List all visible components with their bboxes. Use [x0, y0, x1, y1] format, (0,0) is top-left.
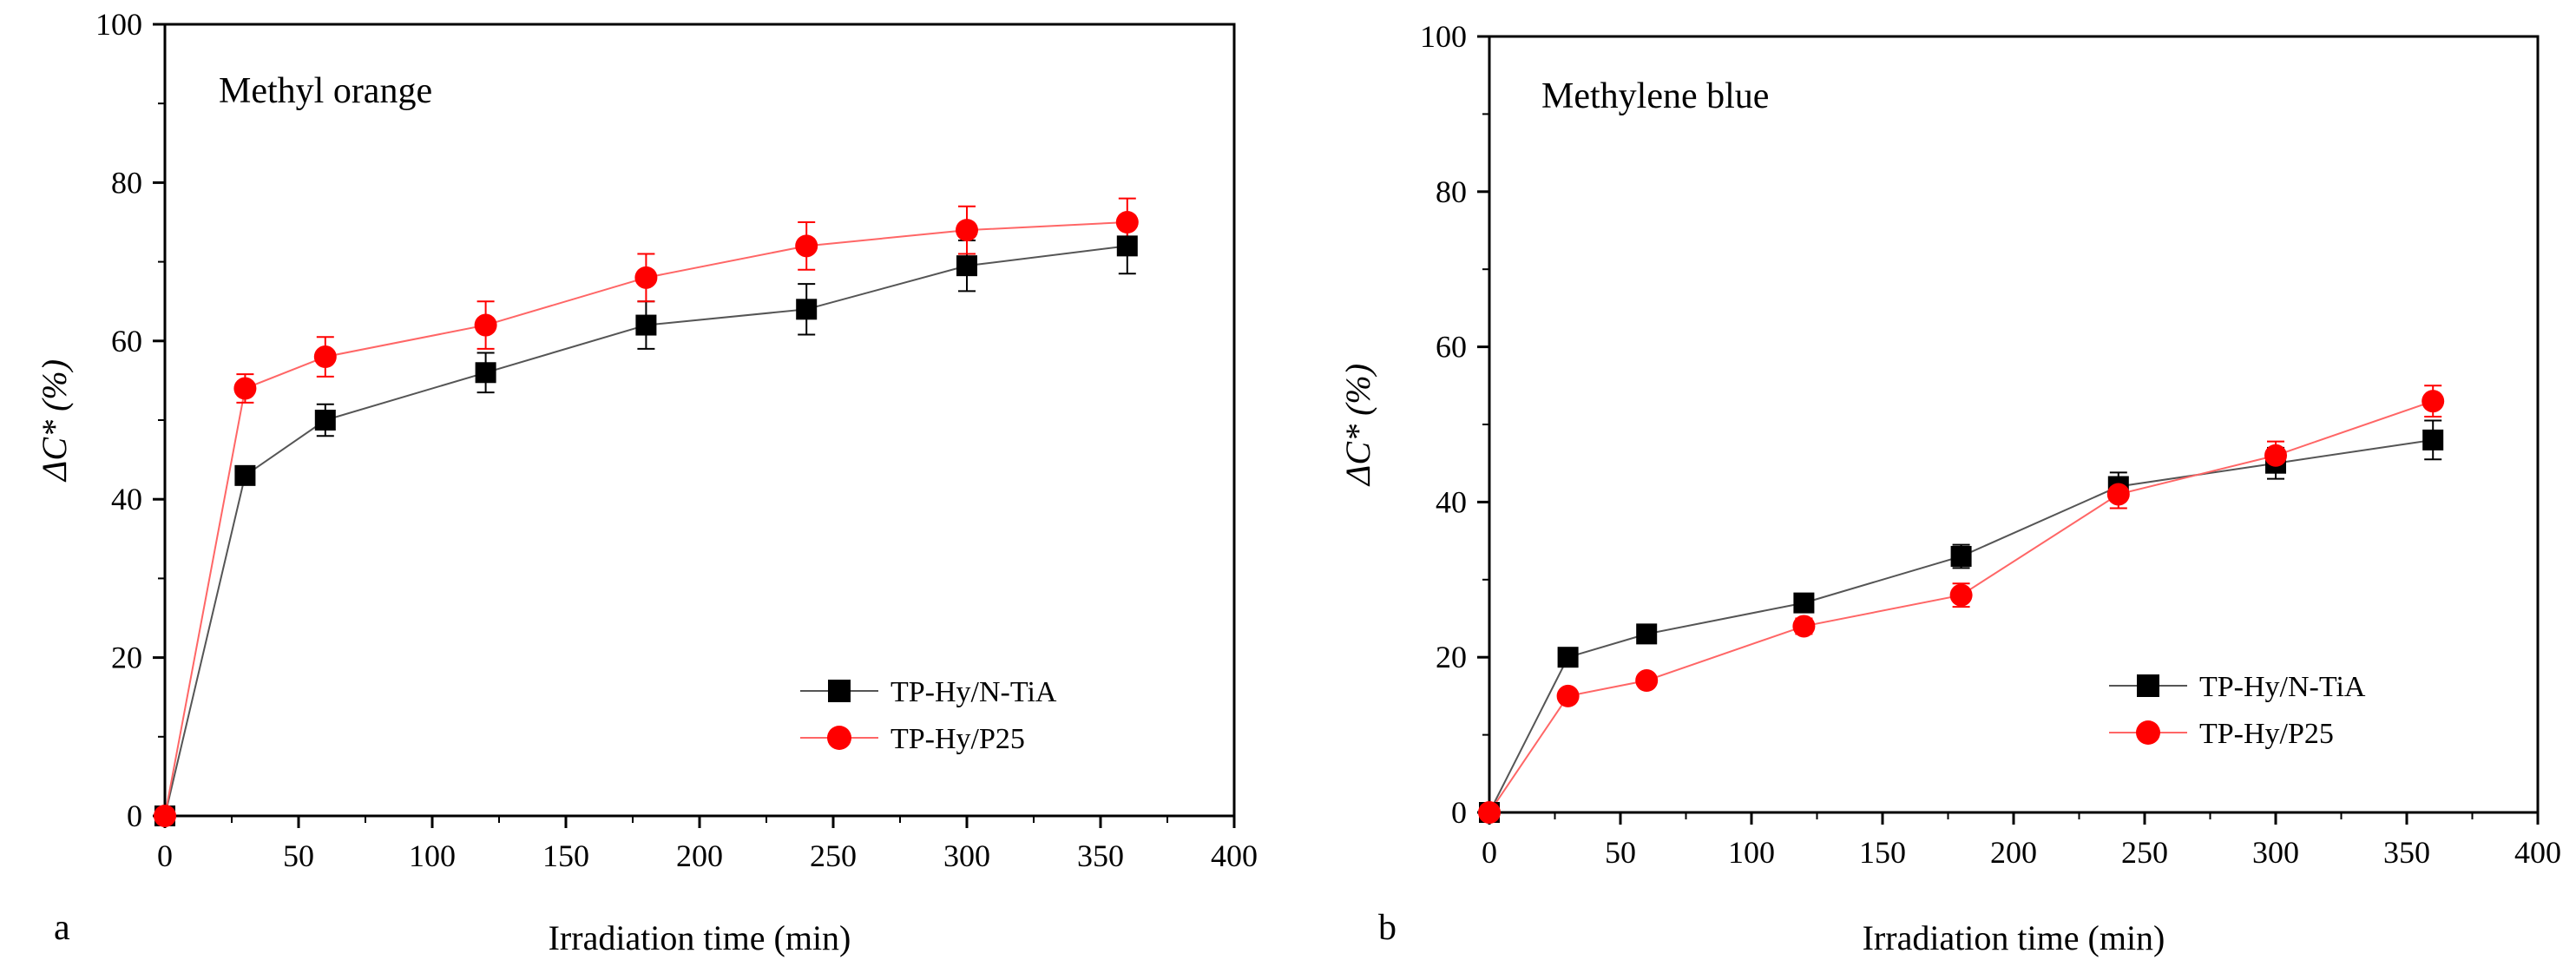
chart-title: Methylene blue: [1541, 76, 1769, 116]
data-point-square: [635, 314, 657, 336]
x-tick-label: 300: [943, 838, 990, 873]
series-line-0: [1488, 438, 2434, 813]
data-point-circle: [154, 805, 176, 827]
x-axis-title: Irradiation time (min): [549, 918, 851, 957]
data-point-square: [475, 362, 496, 384]
series-line-1: [164, 221, 1127, 817]
data-point-circle: [1949, 583, 1973, 607]
data-point-circle: [795, 234, 818, 258]
x-tick-label: 50: [283, 838, 314, 873]
data-point-circle: [233, 377, 257, 400]
data-point-square: [2422, 429, 2444, 450]
x-tick-label: 350: [1077, 838, 1124, 873]
legend-marker-square: [2137, 674, 2159, 697]
y-tick-label: 100: [95, 7, 142, 42]
x-tick-label: 50: [1605, 835, 1636, 870]
legend: TP-Hy/N-TiA TP-Hy/P25: [2109, 671, 2366, 750]
data-point-circle: [474, 313, 497, 337]
series-line-0: [164, 245, 1127, 817]
y-tick-label: 60: [111, 324, 142, 358]
x-tick-label: 100: [1728, 835, 1775, 870]
x-tick-label: 150: [1859, 835, 1906, 870]
data-point-square: [1557, 647, 1579, 668]
data-point-circle: [1792, 615, 1816, 638]
legend-marker-circle: [2136, 720, 2160, 745]
data-point-square: [1793, 592, 1815, 614]
panel-letter: a: [54, 908, 70, 948]
y-tick-label: 0: [127, 799, 142, 833]
data-point-circle: [2106, 483, 2130, 506]
x-tick-label: 300: [2252, 835, 2299, 870]
data-point-circle: [1115, 211, 1139, 233]
legend-entry-0: TP-Hy/N-TiA: [2199, 671, 2366, 703]
data-point-circle: [2264, 444, 2287, 467]
x-tick-label: 100: [409, 838, 456, 873]
data-point-circle: [1635, 669, 1659, 693]
data-point-circle: [1556, 684, 1580, 707]
plot-area-frame: [1488, 35, 2540, 814]
legend-marker-circle: [827, 726, 851, 750]
legend: TP-Hy/N-TiA TP-Hy/P25: [800, 676, 1057, 755]
data-point-square: [796, 299, 818, 320]
data-point-square: [1950, 545, 1972, 567]
data-point-square: [1636, 623, 1658, 645]
x-tick-label: 400: [2514, 835, 2561, 870]
y-tick-label: 40: [111, 482, 142, 516]
x-tick-label: 350: [2383, 835, 2430, 870]
legend-entry-0: TP-Hy/N-TiA: [890, 676, 1057, 708]
data-point-square: [1116, 235, 1138, 257]
x-tick-label: 200: [1990, 835, 2037, 870]
series-line-1: [1488, 400, 2434, 813]
panel-letter: b: [1378, 908, 1396, 948]
legend-marker-square: [828, 680, 851, 702]
legend-entry-1: TP-Hy/P25: [2199, 718, 2334, 750]
chart-panel-a: 0 50 100 150 200 250 300 350 400 0 20 40 60 80 100 Met…: [35, 7, 1258, 957]
y-tick-label: 80: [1436, 174, 1467, 209]
y-tick-label: 100: [1420, 19, 1467, 54]
chart-panel-b: 0 50 100 150 200 250 300 350 400 0 20 40 60 80 100 Met…: [1338, 19, 2561, 957]
x-tick-label: 400: [1211, 838, 1258, 873]
data-point-square: [956, 255, 977, 277]
y-axis-title: ΔC* (%): [35, 359, 74, 483]
chart-title: Methyl orange: [219, 71, 432, 111]
data-point-circle: [2422, 390, 2445, 413]
x-tick-label: 250: [810, 838, 857, 873]
x-tick-label: 250: [2121, 835, 2168, 870]
y-tick-label: 0: [1451, 795, 1467, 830]
x-tick-label: 150: [542, 838, 589, 873]
y-tick-label: 40: [1436, 484, 1467, 519]
x-tick-label: 0: [1482, 835, 1497, 870]
data-point-square: [314, 410, 336, 431]
data-point-circle: [313, 345, 337, 369]
y-tick-label: 80: [111, 165, 142, 200]
legend-entry-1: TP-Hy/P25: [890, 723, 1025, 755]
data-point-circle: [634, 266, 658, 289]
x-axis-title: Irradiation time (min): [1863, 918, 2165, 957]
y-tick-label: 20: [1436, 640, 1467, 674]
x-tick-label: 0: [157, 838, 173, 873]
y-tick-label: 20: [111, 641, 142, 675]
data-point-circle: [956, 219, 978, 242]
y-tick-label: 60: [1436, 330, 1467, 365]
y-axis-title: ΔC* (%): [1338, 364, 1377, 487]
data-point-square: [234, 464, 256, 486]
data-point-circle: [1478, 801, 1501, 824]
x-tick-label: 200: [676, 838, 723, 873]
